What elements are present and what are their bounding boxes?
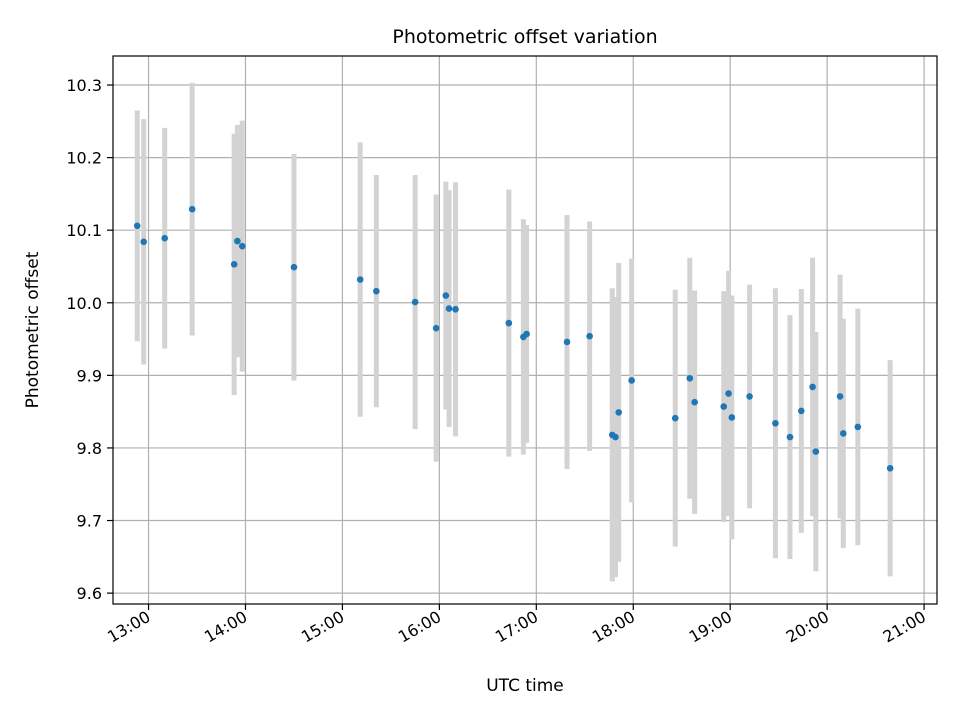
data-point xyxy=(691,398,698,406)
data-point xyxy=(411,298,419,306)
data-point xyxy=(836,393,844,400)
data-point xyxy=(442,292,450,299)
data-point xyxy=(728,414,736,421)
data-point xyxy=(612,433,619,441)
data-point xyxy=(161,234,169,242)
y-tick-label: 9.8 xyxy=(77,439,102,458)
data-point xyxy=(671,414,679,422)
data-point xyxy=(230,261,238,268)
data-point xyxy=(133,222,141,230)
data-point xyxy=(586,332,593,340)
y-tick-label: 9.7 xyxy=(77,512,102,531)
data-point xyxy=(786,433,794,441)
data-point xyxy=(812,448,820,455)
data-point xyxy=(445,305,453,312)
data-point xyxy=(886,464,894,472)
data-point xyxy=(772,419,779,427)
data-point xyxy=(563,338,571,346)
y-tick-label: 9.6 xyxy=(77,584,102,603)
y-axis-label: Photometric offset xyxy=(23,251,43,408)
y-axis-ticks: 9.6 9.7 9.8 9.9 10.0 10.1 10.2 10.3 xyxy=(66,76,113,603)
data-point xyxy=(720,403,728,410)
data-point xyxy=(615,409,623,416)
data-point xyxy=(797,407,805,415)
plot-frame xyxy=(112,55,938,605)
y-tick-label: 10.2 xyxy=(66,149,102,168)
data-point xyxy=(290,263,298,271)
data-points xyxy=(133,205,894,472)
data-point xyxy=(432,324,440,332)
data-point xyxy=(839,430,847,437)
data-point xyxy=(238,242,246,250)
y-tick-label: 9.9 xyxy=(77,366,102,385)
data-point xyxy=(854,423,862,431)
data-point xyxy=(505,319,513,327)
data-point xyxy=(746,393,753,400)
data-point xyxy=(809,383,816,391)
data-point xyxy=(188,205,196,213)
data-point xyxy=(725,390,732,397)
data-point xyxy=(373,287,380,295)
data-point xyxy=(356,276,364,283)
y-tick-label: 10.3 xyxy=(66,76,102,95)
data-point xyxy=(523,330,530,338)
data-point xyxy=(628,377,635,384)
chart-title: Photometric offset variation xyxy=(392,26,657,48)
data-point xyxy=(140,238,147,246)
y-tick-label: 10.0 xyxy=(66,294,102,313)
data-point xyxy=(234,237,241,245)
data-point xyxy=(452,306,459,313)
data-point xyxy=(686,374,694,382)
y-tick-label: 10.1 xyxy=(66,221,102,240)
x-axis-label: UTC time xyxy=(486,676,564,696)
